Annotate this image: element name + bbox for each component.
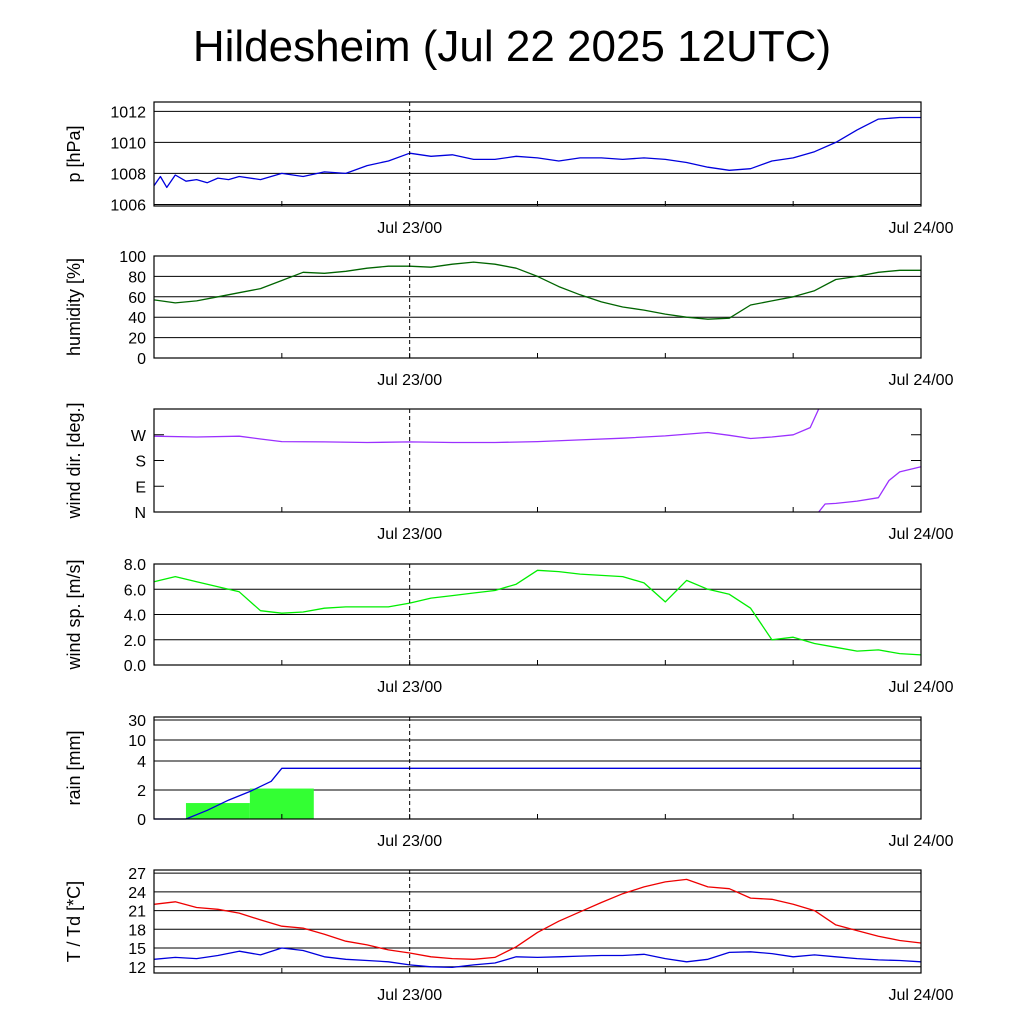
panel-rain: 0 2 4 10 30 rain [mm] Jul 23/00 Jul 24/00 [64, 713, 954, 850]
ytick-label: S [135, 454, 146, 471]
ytick-label: 1010 [110, 135, 146, 152]
panel-humidity: 0 20 40 60 80 100 humidity [%] Jul 23/00 Jul 24/… [64, 249, 954, 389]
ytick-label: 12 [128, 960, 146, 977]
ytick-label: 8.0 [124, 557, 146, 574]
panel-frame [153, 716, 922, 820]
xtick-label: Jul 23/00 [377, 220, 442, 237]
series-accumulated [154, 767, 921, 820]
series-line [153, 569, 922, 656]
y-axis-label: wind dir. [deg.] [64, 402, 84, 519]
ytick-label: 40 [128, 310, 146, 327]
ytick-label: 10 [128, 733, 146, 750]
ytick-label: 2 [137, 783, 146, 800]
y-axis-label: wind sp. [m/s] [64, 559, 84, 670]
ytick-label: 4 [137, 754, 146, 771]
xtick-label: Jul 24/00 [889, 372, 954, 389]
y-axis-label: humidity [%] [64, 258, 84, 356]
ytick-label: 18 [128, 922, 146, 939]
rain-bar [185, 803, 250, 819]
ytick-label: 0.0 [124, 658, 146, 675]
ytick-label: 20 [128, 331, 146, 348]
ytick-label: 4.0 [124, 608, 146, 625]
y-axis-label: T / Td [*C] [64, 881, 84, 962]
xtick-label: Jul 24/00 [889, 833, 954, 850]
ytick-label: 30 [128, 713, 146, 730]
series-line [153, 261, 921, 320]
ytick-label: 2.0 [124, 633, 146, 650]
ytick-label: 80 [128, 269, 146, 286]
ytick-label: 1012 [110, 104, 146, 121]
xtick-label: Jul 24/00 [889, 220, 954, 237]
ytick-label: E [135, 479, 146, 496]
ytick-label: 0 [137, 812, 146, 829]
panel-frame [153, 255, 922, 359]
ytick-label: 0 [137, 351, 146, 368]
panel-frame [153, 563, 922, 666]
ytick-label: N [134, 505, 146, 522]
xtick-label: Jul 23/00 [377, 833, 442, 850]
panel-frame [153, 408, 922, 513]
y-axis-label: rain [mm] [64, 730, 84, 805]
xtick-label: Jul 24/00 [889, 679, 954, 696]
xtick-label: Jul 23/00 [377, 372, 442, 389]
ytick-label: 100 [119, 249, 146, 266]
ytick-label: 6.0 [124, 582, 146, 599]
ytick-label: 27 [128, 866, 146, 883]
series-t [153, 878, 922, 960]
panel-wind-speed: 0.0 2.0 4.0 6.0 8.0 wind sp. [m/s] Jul 23/00 Ju… [64, 557, 954, 696]
xtick-label: Jul 23/00 [377, 679, 442, 696]
xtick-label: Jul 23/00 [377, 526, 442, 543]
ytick-label: 21 [128, 904, 146, 921]
panel-frame [153, 101, 922, 207]
panel-frame [153, 869, 922, 974]
ytick-label: 1008 [110, 166, 146, 183]
panel-pressure: 1006 1008 1010 1012 p [hPa] Jul 23/00 Jul 24/0… [64, 101, 954, 237]
rain-bar [249, 788, 314, 819]
y-axis-label: p [hPa] [64, 125, 84, 182]
chart-title: Hildesheim (Jul 22 2025 12UTC) [192, 22, 832, 71]
ytick-label: 24 [128, 885, 146, 902]
xtick-label: Jul 24/00 [889, 526, 954, 543]
ytick-label: W [131, 428, 147, 445]
ytick-label: 15 [128, 941, 146, 958]
series-line [153, 116, 921, 189]
ytick-label: 60 [128, 290, 146, 307]
xtick-label: Jul 23/00 [377, 987, 442, 1004]
series-line [818, 466, 922, 513]
ytick-label: 1006 [110, 197, 146, 214]
series-td [153, 947, 922, 969]
series-line [153, 408, 820, 444]
xtick-label: Jul 24/00 [889, 987, 954, 1004]
